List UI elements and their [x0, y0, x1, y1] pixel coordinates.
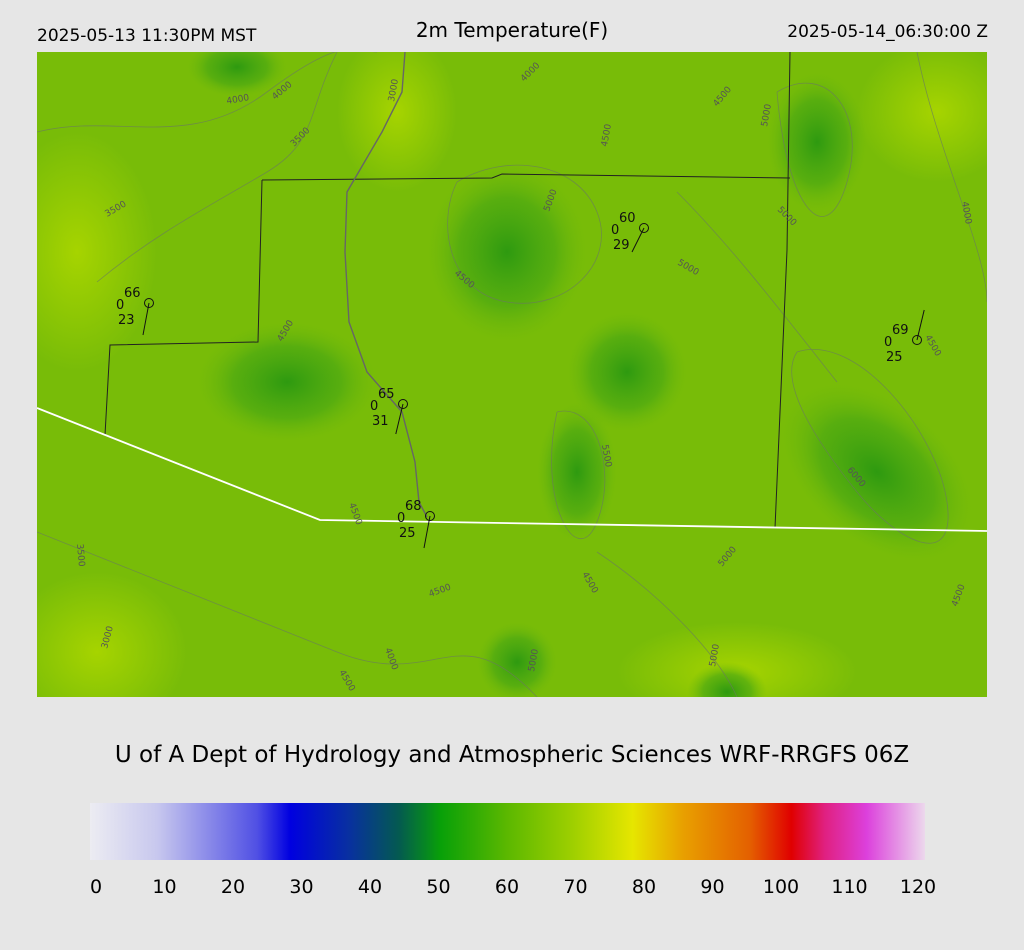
wind-barb	[631, 227, 645, 253]
contour-label: 3500	[74, 543, 86, 567]
station-circle	[425, 511, 435, 521]
colorbar-tick-label: 30	[289, 876, 314, 898]
colorbar-tick-label: 120	[899, 876, 937, 898]
cloud-cover: 0	[116, 298, 124, 313]
temperature: 69	[892, 323, 909, 338]
colorbar-tick-label: 60	[494, 876, 520, 898]
cloud-cover: 0	[370, 399, 378, 414]
colorbar-tick-label: 70	[563, 876, 588, 898]
terrain-shading	[37, 52, 987, 697]
dewpoint: 25	[886, 350, 903, 365]
wind-barb	[423, 515, 431, 549]
colorbar	[90, 803, 925, 860]
utc-time: 2025-05-14_06:30:00 Z	[787, 22, 988, 42]
state-boundaries	[104, 52, 791, 529]
cloud-cover: 0	[611, 223, 619, 238]
map: 4000 4000 3500 3000 4000 4500 5000 5000 …	[37, 52, 987, 697]
border-line	[37, 407, 987, 532]
contour-label: 5000	[708, 643, 722, 668]
dewpoint: 25	[399, 526, 416, 541]
station-circle	[398, 399, 408, 409]
contour-label: 5500	[599, 444, 613, 469]
temperature: 60	[619, 211, 636, 226]
colorbar-tick-label: 90	[700, 876, 725, 898]
colorbar-tick-label: 50	[426, 876, 451, 898]
wind-barb	[142, 302, 150, 336]
colorbar-tick-label: 80	[631, 876, 657, 898]
local-time: 2025-05-13 11:30PM MST	[37, 26, 257, 46]
credit: U of A Dept of Hydrology and Atmospheric…	[114, 742, 910, 768]
colorbar-tick-label: 10	[152, 876, 177, 898]
wind-barb	[916, 309, 925, 341]
contour-label: 5000	[760, 103, 774, 128]
colorbar-tick-label: 110	[831, 876, 868, 898]
dewpoint: 29	[613, 238, 630, 253]
contour-label: 4000	[959, 201, 973, 226]
dewpoint: 23	[118, 313, 135, 328]
contour-label: 4500	[600, 123, 614, 148]
colorbar-tick-label: 40	[357, 876, 383, 898]
contour-label: 4000	[226, 93, 251, 107]
river	[344, 52, 428, 518]
temperature: 66	[124, 286, 141, 301]
contour-label: 3000	[387, 78, 401, 103]
cloud-cover: 0	[884, 335, 892, 350]
temperature: 68	[405, 499, 422, 514]
station-circle	[912, 335, 922, 345]
station-circle	[144, 298, 154, 308]
contour-label: 5000	[527, 648, 541, 673]
map-title: 2m Temperature(F)	[415, 18, 609, 42]
contour-lines	[37, 52, 987, 697]
cloud-cover: 0	[397, 511, 405, 526]
colorbar-tick-label: 0	[89, 876, 103, 898]
wind-barb	[395, 403, 404, 435]
station-circle	[639, 223, 649, 233]
dewpoint: 31	[372, 414, 389, 429]
temperature: 65	[378, 387, 395, 402]
colorbar-tick-label: 100	[762, 876, 800, 898]
colorbar-tick-label: 20	[220, 876, 246, 898]
